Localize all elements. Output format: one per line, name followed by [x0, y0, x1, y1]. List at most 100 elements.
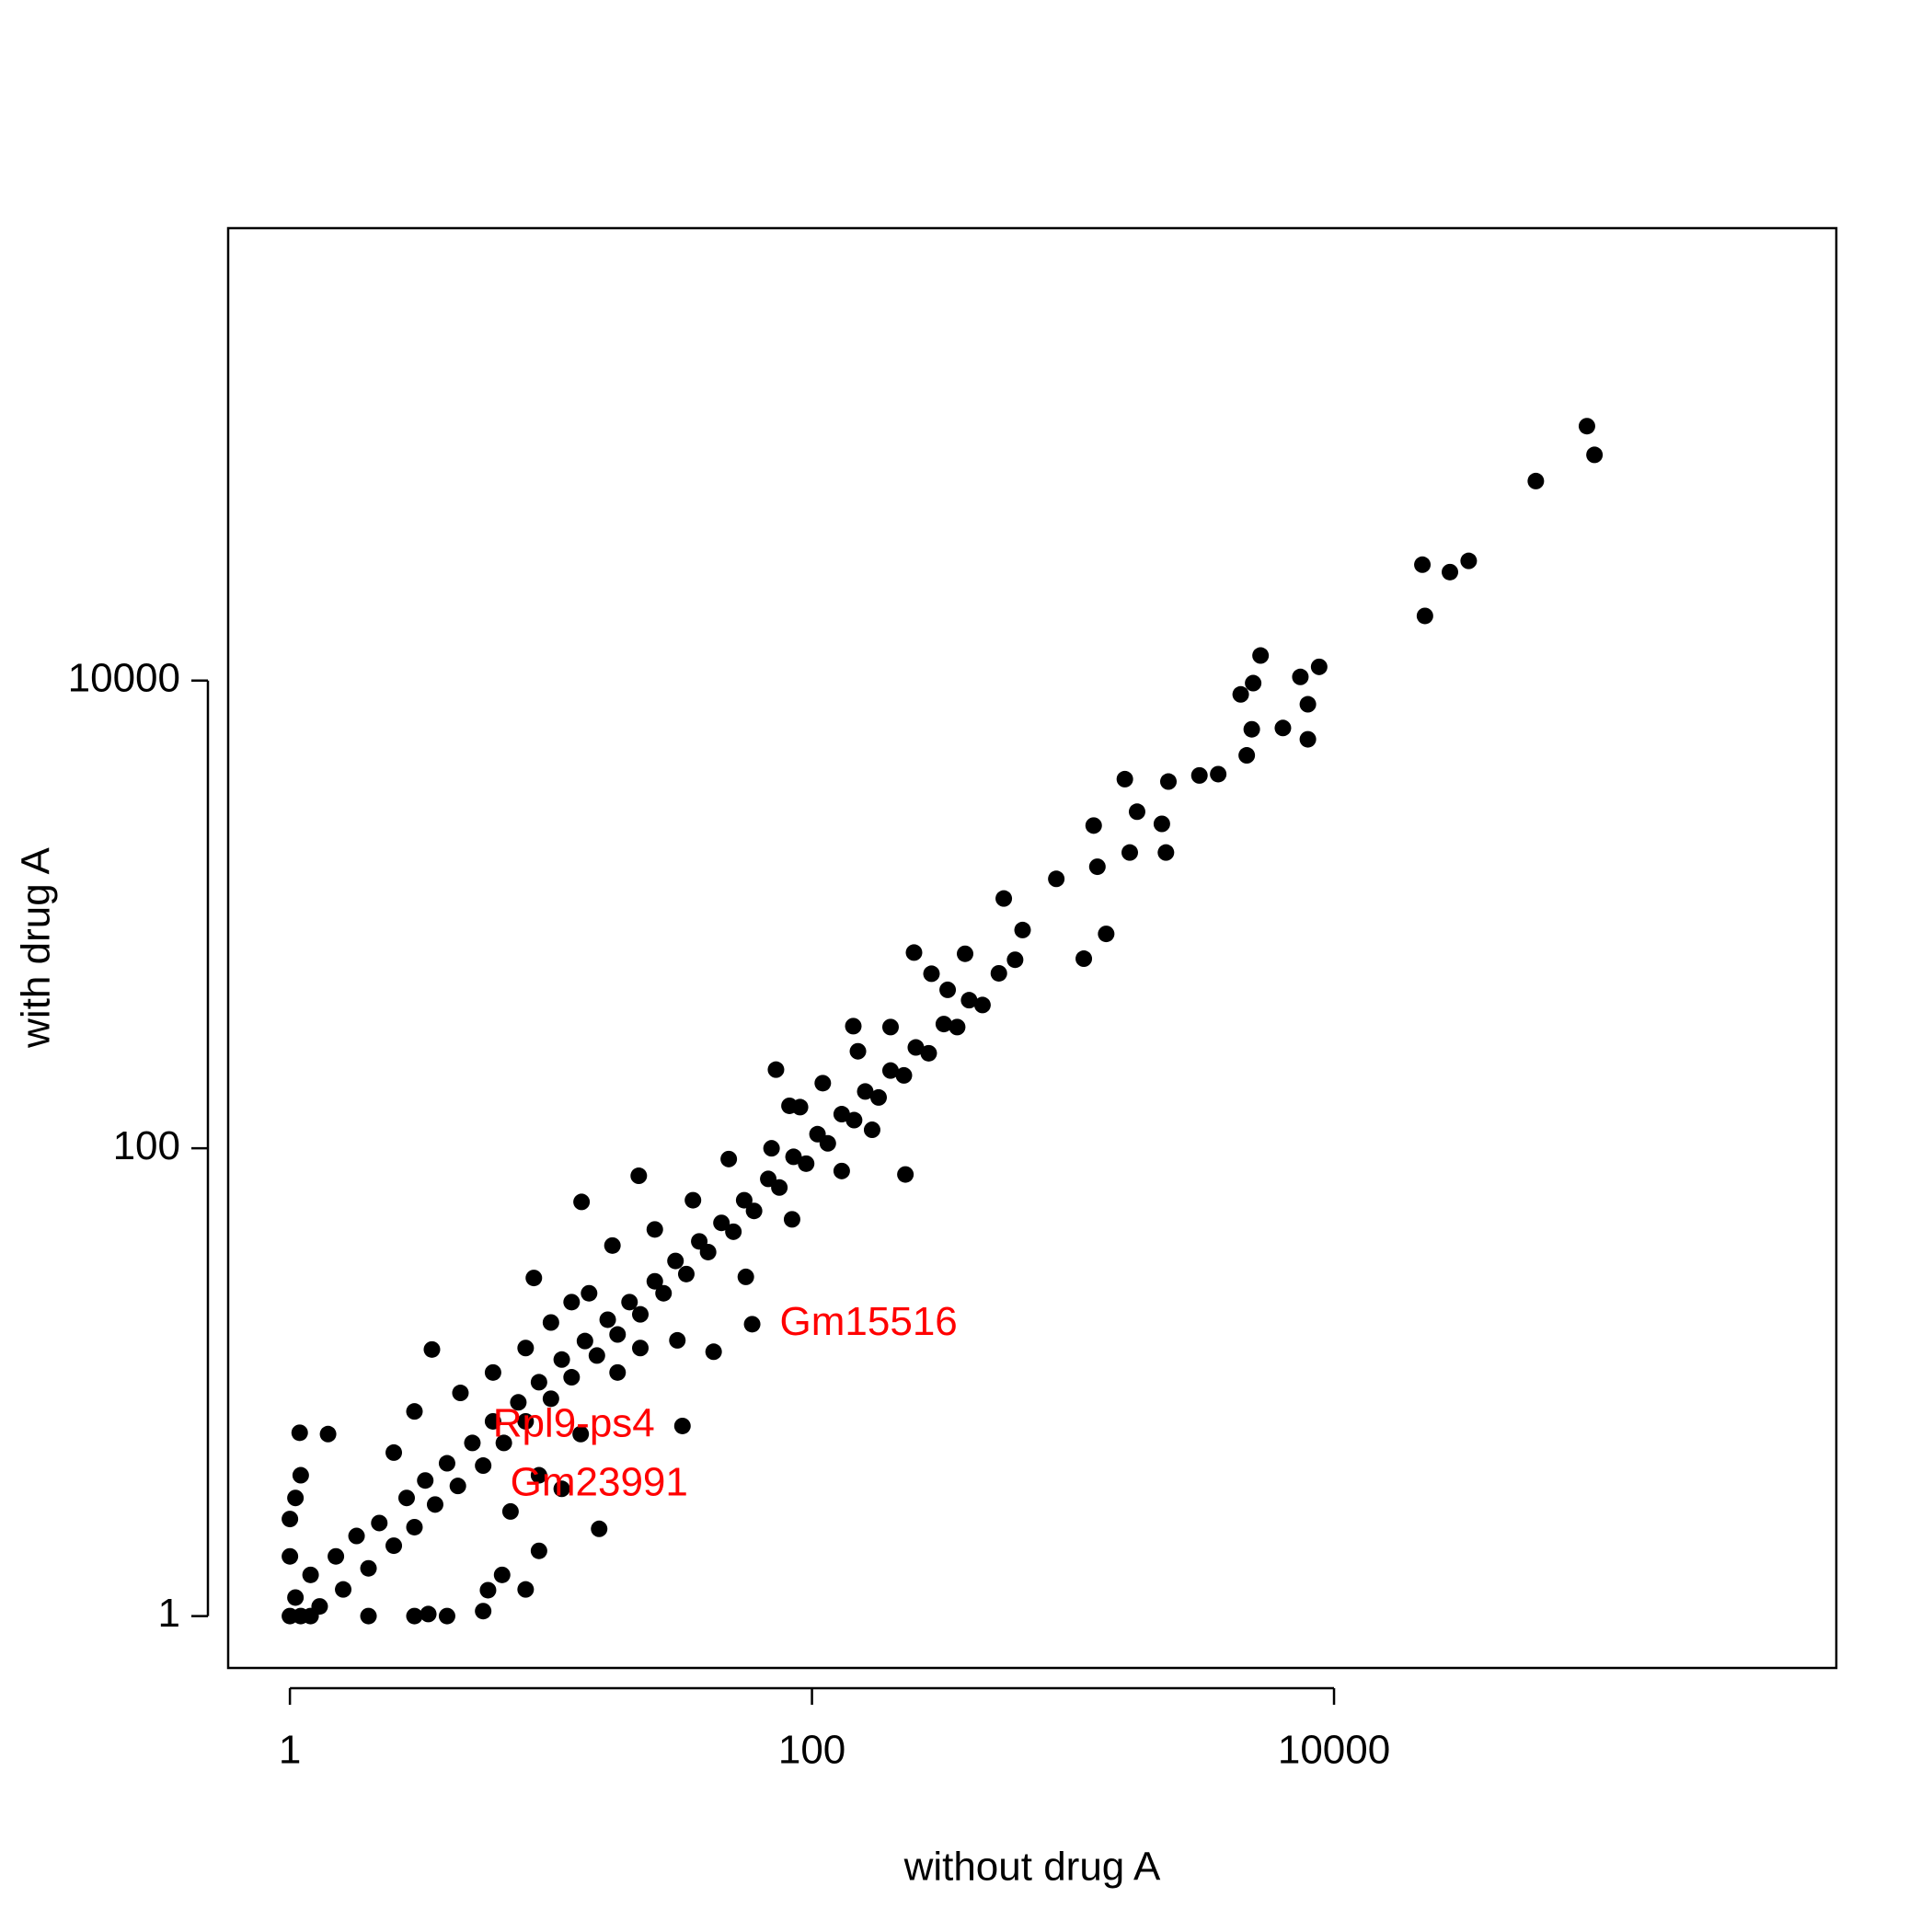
y-axis-label: with drug A — [14, 847, 59, 1049]
point — [302, 1566, 319, 1583]
point — [783, 1211, 800, 1228]
point — [907, 1039, 925, 1056]
y-tick-label: 100 — [113, 1123, 180, 1168]
point — [713, 1214, 730, 1232]
point — [767, 1061, 785, 1078]
y-tick-label: 1 — [158, 1591, 180, 1636]
annotation: Rpl9-ps4 — [493, 1401, 655, 1446]
point — [563, 1294, 581, 1311]
point — [1190, 766, 1208, 784]
point — [328, 1547, 345, 1565]
point — [646, 1272, 663, 1290]
point — [553, 1480, 570, 1498]
point — [1299, 730, 1317, 748]
point — [684, 1191, 702, 1209]
point — [385, 1537, 403, 1555]
point — [763, 1140, 780, 1157]
point — [1157, 844, 1175, 861]
point — [833, 1162, 850, 1179]
point — [1274, 719, 1292, 737]
point — [1299, 696, 1317, 713]
point — [632, 1305, 650, 1323]
point — [791, 1098, 809, 1116]
point — [484, 1363, 501, 1381]
point — [1210, 765, 1227, 783]
point — [553, 1351, 570, 1368]
point — [1048, 870, 1065, 888]
point — [397, 1489, 415, 1507]
point — [632, 1340, 650, 1357]
point — [449, 1478, 466, 1495]
point — [406, 1607, 423, 1625]
point — [1116, 770, 1133, 788]
point — [420, 1605, 437, 1623]
point — [517, 1340, 535, 1357]
point — [798, 1155, 815, 1172]
point — [517, 1581, 535, 1598]
point — [588, 1347, 605, 1364]
point — [452, 1385, 469, 1402]
point — [360, 1607, 377, 1625]
point — [845, 1018, 862, 1035]
point — [1416, 607, 1433, 625]
point — [785, 1148, 802, 1166]
point — [881, 1062, 899, 1079]
point — [1578, 418, 1595, 435]
point — [771, 1179, 788, 1196]
point — [591, 1520, 608, 1537]
point — [493, 1566, 511, 1583]
point — [845, 1111, 863, 1129]
point — [510, 1394, 527, 1411]
point — [599, 1311, 616, 1328]
point — [833, 1106, 850, 1123]
point — [426, 1496, 443, 1513]
point — [423, 1340, 441, 1358]
point — [1414, 556, 1432, 573]
point — [542, 1314, 559, 1331]
point — [291, 1424, 308, 1442]
point — [406, 1518, 423, 1535]
point — [475, 1457, 492, 1475]
point — [870, 1088, 888, 1106]
point — [517, 1412, 535, 1430]
point — [530, 1466, 547, 1484]
point — [630, 1167, 648, 1185]
point — [438, 1607, 455, 1625]
point — [1310, 658, 1328, 675]
point — [581, 1284, 598, 1302]
point — [949, 1018, 966, 1036]
point — [287, 1489, 305, 1507]
point — [920, 1044, 937, 1062]
point — [1098, 926, 1115, 943]
point — [360, 1559, 377, 1577]
point — [677, 1265, 695, 1282]
point — [1085, 817, 1102, 834]
point — [725, 1223, 742, 1240]
point — [609, 1326, 627, 1343]
point — [621, 1294, 638, 1311]
point — [385, 1443, 403, 1461]
point — [935, 1016, 952, 1033]
point — [669, 1331, 686, 1349]
point — [1075, 950, 1093, 968]
point — [1460, 552, 1478, 569]
point — [667, 1252, 684, 1270]
point — [406, 1403, 423, 1420]
point — [302, 1607, 319, 1625]
point — [939, 981, 957, 998]
point — [319, 1425, 337, 1443]
point — [530, 1542, 547, 1559]
point — [1088, 858, 1106, 876]
point — [735, 1191, 753, 1209]
point — [287, 1589, 305, 1606]
point — [705, 1343, 722, 1361]
x-tick-label: 100 — [778, 1728, 845, 1773]
point — [960, 992, 978, 1009]
point — [1153, 815, 1170, 833]
point — [923, 965, 940, 983]
point — [282, 1547, 299, 1565]
point — [745, 1202, 763, 1220]
point — [1292, 668, 1309, 685]
point — [819, 1134, 836, 1152]
point — [1006, 951, 1024, 969]
